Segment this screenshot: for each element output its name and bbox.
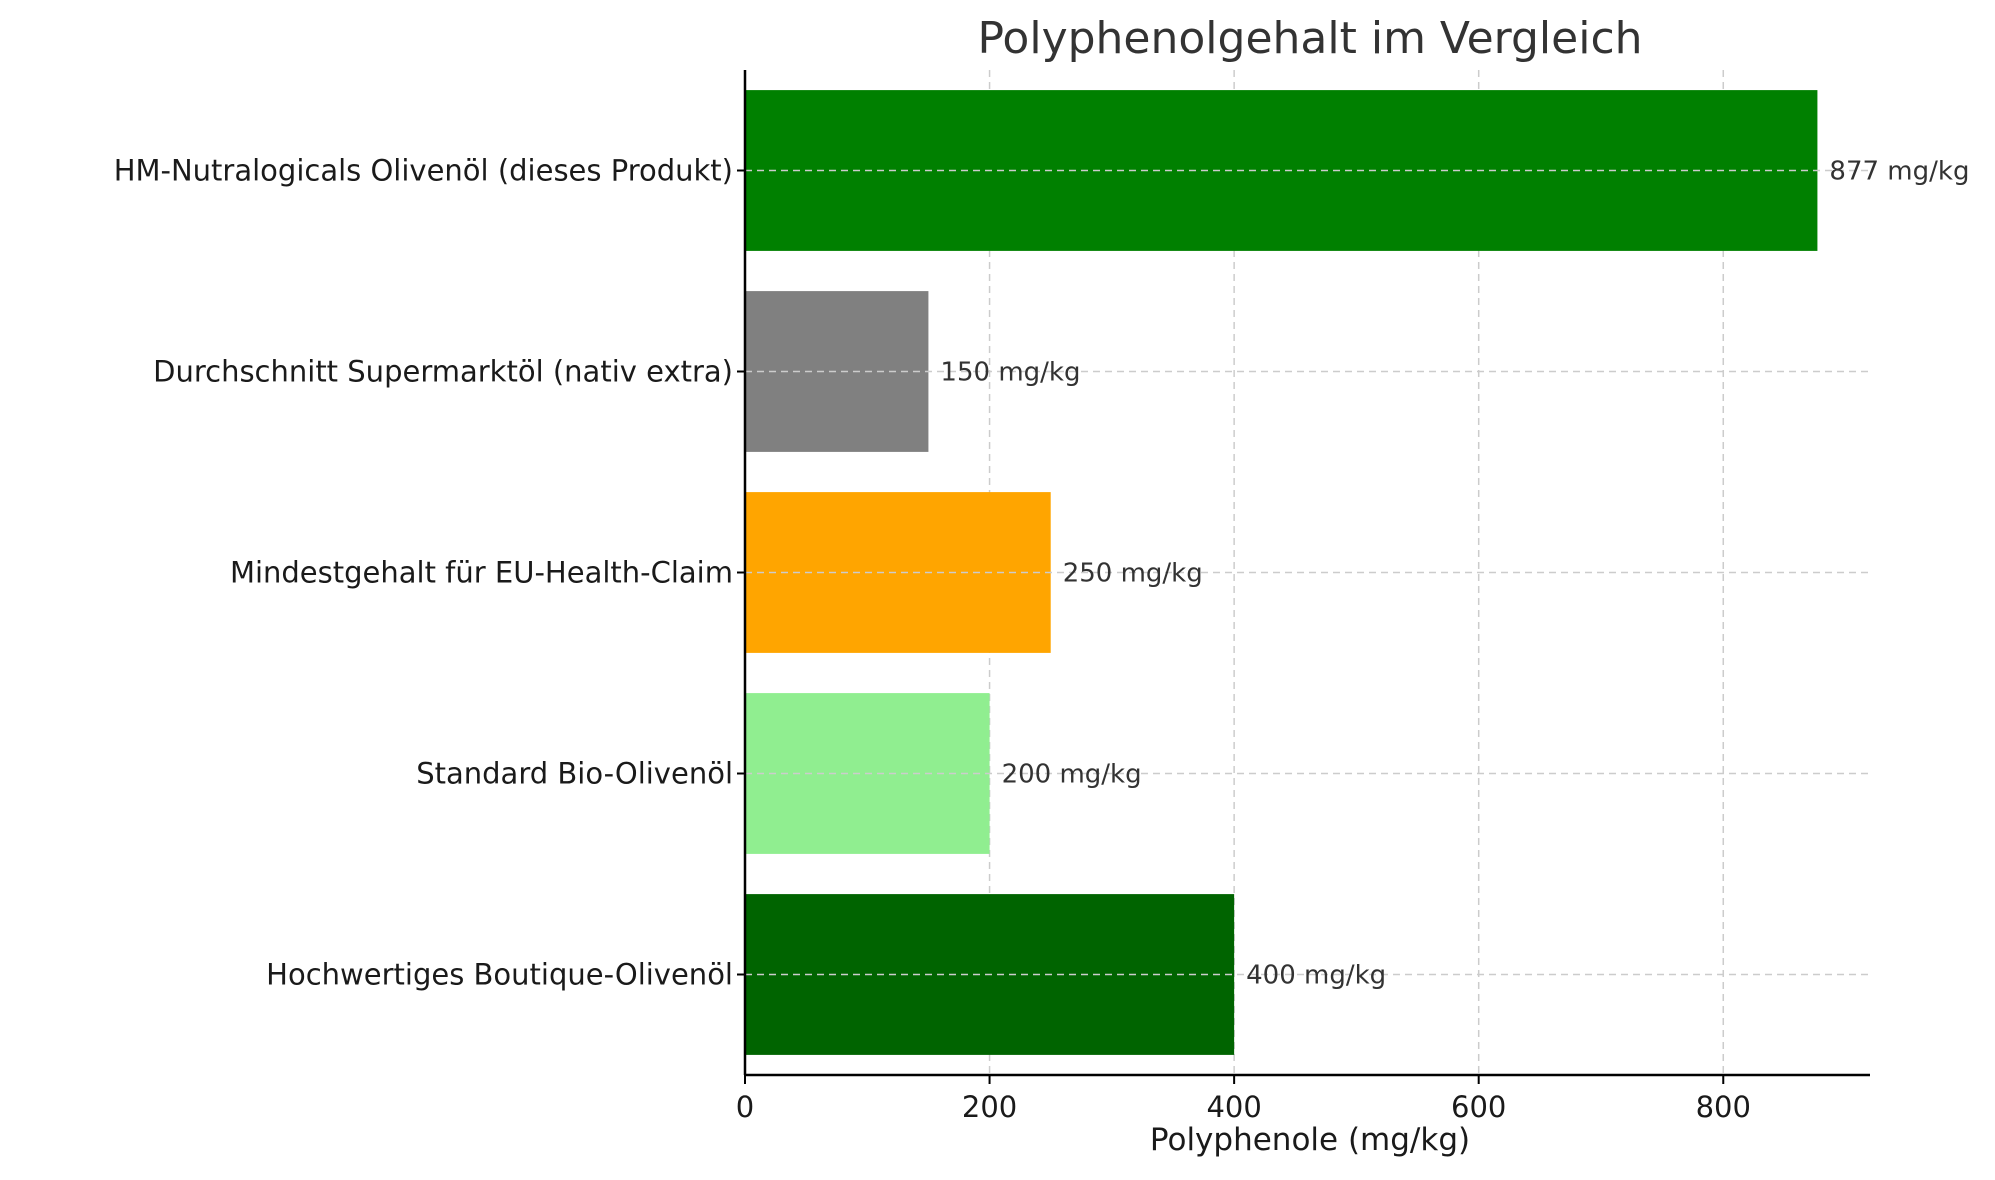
x-tick-label: 600 bbox=[1451, 1090, 1506, 1124]
data-label: 200 mg/kg bbox=[1002, 760, 1142, 790]
category-label: HM-Nutralogicals Olivenöl (dieses Produk… bbox=[114, 154, 733, 188]
category-label: Hochwertiges Boutique-Olivenöl bbox=[266, 958, 733, 992]
x-tick-label: 800 bbox=[1696, 1090, 1751, 1124]
category-label: Standard Bio-Olivenöl bbox=[416, 757, 733, 791]
data-label: 877 mg/kg bbox=[1829, 157, 1969, 187]
category-grid-lines bbox=[745, 169, 1870, 976]
x-axis-title: Polyphenole (mg/kg) bbox=[1150, 1122, 1470, 1158]
labels: HM-Nutralogicals Olivenöl (dieses Produk… bbox=[114, 154, 1970, 1125]
data-label: 250 mg/kg bbox=[1063, 559, 1203, 589]
category-label: Mindestgehalt für EU-Health-Claim bbox=[230, 556, 733, 590]
x-tick-label: 200 bbox=[962, 1090, 1017, 1124]
category-label: Durchschnitt Supermarktöl (nativ extra) bbox=[153, 355, 733, 389]
x-tick-label: 400 bbox=[1206, 1090, 1261, 1124]
x-tick-label: 0 bbox=[736, 1090, 754, 1124]
data-label: 400 mg/kg bbox=[1246, 961, 1386, 991]
bar bbox=[745, 492, 1051, 653]
chart-title: Polyphenolgehalt im Vergleich bbox=[977, 13, 1642, 64]
data-label: 150 mg/kg bbox=[940, 358, 1080, 388]
axes bbox=[737, 70, 1870, 1084]
